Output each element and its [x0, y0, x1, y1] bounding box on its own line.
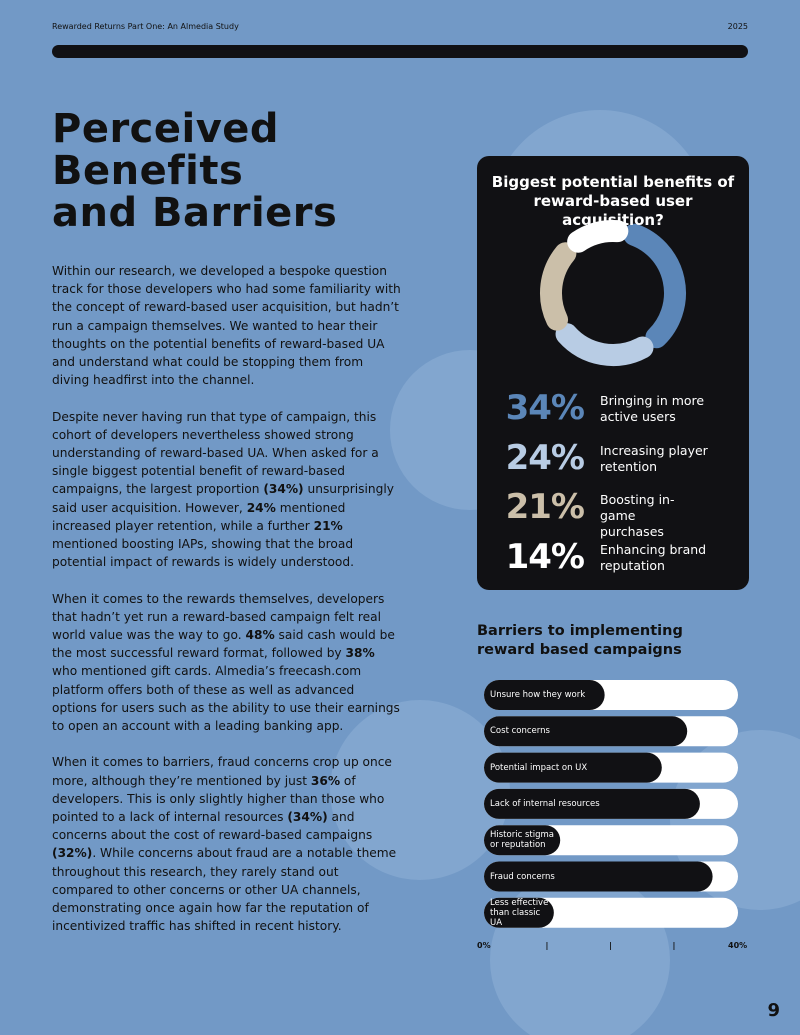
text-run: Despite never having run that type of ca… — [52, 409, 379, 497]
paragraph: When it comes to barriers, fraud concern… — [52, 753, 402, 935]
text-run: unsurprisingly said user acquisition. Ho… — [52, 482, 394, 515]
header-bar — [52, 45, 748, 58]
tick-label: 40% — [728, 941, 748, 950]
text-run: who mentioned gift cards. Almedia’s free… — [52, 664, 400, 734]
tick-label: | — [609, 941, 612, 950]
bar — [484, 825, 561, 856]
bold-run: 24% — [246, 500, 276, 515]
donut-segment — [623, 223, 686, 349]
bar-label: Potential impact on UX — [490, 762, 588, 773]
value-label: 14% — [505, 536, 585, 577]
paragraph: Despite never having run that type of ca… — [52, 408, 402, 572]
donut-segment — [555, 323, 654, 366]
value-label: 21% — [505, 487, 585, 527]
bold-run: 48% — [245, 628, 275, 643]
page-number: 9 — [767, 1000, 780, 1021]
bar-label: Less effective than classic UA — [490, 897, 549, 928]
bar-label: Unsure how they work — [490, 690, 586, 700]
chart-title: Biggest potential benefits of reward-bas… — [491, 173, 735, 229]
bar-label: Historic stigma or reputation — [490, 830, 554, 851]
paragraph: When it comes to the rewards themselves,… — [52, 590, 402, 736]
value-label: 24% — [505, 437, 585, 478]
title-line: Benefits — [52, 148, 244, 194]
bar — [484, 788, 700, 819]
donut-segment — [567, 220, 629, 253]
bar-label: Fraud concerns — [490, 871, 555, 882]
bar — [484, 680, 605, 710]
legend-label: Increasing player retention — [600, 442, 708, 474]
bold-run: 36% — [310, 773, 341, 788]
donut-segment — [540, 242, 577, 331]
legend-label: Enhancing brand reputation — [600, 541, 707, 573]
tick-label: 0% — [477, 941, 491, 950]
text-run: said cash would be the most successful r… — [52, 628, 395, 661]
legend-label: Boosting in-game purchases — [600, 492, 675, 539]
bar-label: Lack of internal resources — [490, 798, 600, 809]
header-left: Rewarded Returns Part One: An Almedia St… — [52, 22, 239, 31]
bold-run: 21% — [313, 518, 343, 533]
decor — [330, 700, 510, 880]
text-run: When it comes to barriers, fraud concern… — [52, 755, 392, 788]
text-run: When it comes to the rewards themselves,… — [52, 591, 385, 643]
text-run: and concerns about the cost of reward-ba… — [52, 810, 373, 843]
body-text: Within our research, we developed a besp… — [52, 262, 402, 954]
text-run: of developers. This is only slightly hig… — [52, 773, 385, 825]
chart-title: Barriers to implementing reward based ca… — [477, 623, 683, 658]
bold-run: (34%) — [287, 810, 328, 825]
bold-run: 38% — [345, 646, 375, 661]
tick-label: | — [545, 941, 549, 950]
page-title: Perceived Benefits and Barriers — [52, 108, 337, 234]
text-run: . While concerns about fraud are a notab… — [52, 846, 397, 934]
paragraph: Within our research, we developed a besp… — [52, 262, 402, 389]
title-line: Perceived — [52, 106, 280, 152]
bar — [484, 752, 662, 783]
bar — [484, 716, 688, 747]
decor — [490, 870, 670, 1035]
title-line: and Barriers — [52, 190, 338, 236]
bold-run: (32%) — [52, 846, 93, 861]
marks — [484, 220, 738, 928]
bar-label: Cost concerns — [490, 726, 550, 737]
tick-label: | — [672, 941, 676, 950]
legend-label: Bringing in more active users — [600, 393, 705, 424]
card — [477, 156, 749, 590]
bold-run: (34%) — [263, 482, 304, 497]
bar — [484, 897, 554, 928]
header-right: 2025 — [727, 22, 748, 31]
text-run: Within our research, we developed a besp… — [52, 264, 401, 388]
value-label: 34% — [505, 388, 585, 428]
bar — [484, 861, 713, 892]
text-run: mentioned increased player retention, wh… — [52, 500, 346, 533]
text-run: mentioned boosting IAPs, showing that th… — [52, 537, 354, 570]
